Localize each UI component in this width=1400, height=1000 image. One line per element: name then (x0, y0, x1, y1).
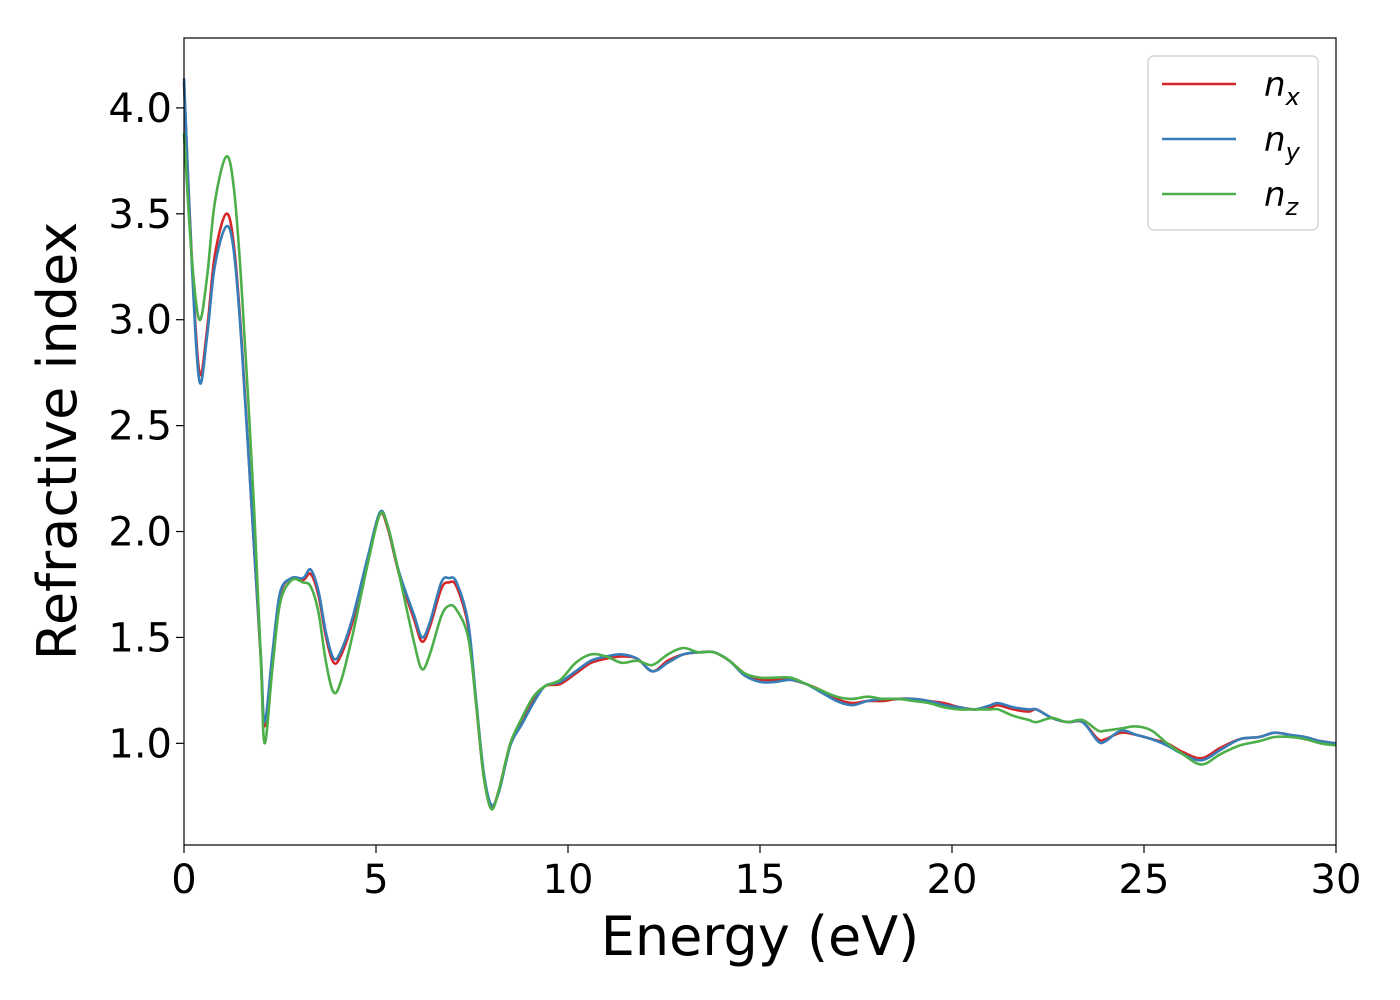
y-tick-label: 3.5 (108, 192, 172, 238)
legend-label-base: n (1264, 175, 1286, 215)
legend-box (1147, 55, 1319, 231)
y-tick-label: 3.0 (108, 298, 172, 344)
y-tick-label: 2.5 (108, 404, 172, 450)
x-tick-label: 0 (171, 857, 196, 903)
y-axis-title: Refractive index (26, 222, 89, 661)
y-tick-label: 4.0 (108, 86, 172, 132)
series-line-nz (182, 133, 1337, 811)
x-tick-label: 15 (735, 857, 786, 903)
y-tick-label: 2.0 (108, 510, 172, 556)
x-tick-label: 20 (927, 857, 978, 903)
y-tick-label: 1.5 (108, 615, 172, 661)
x-tick-label: 5 (363, 857, 388, 903)
legend-label-base: n (1264, 120, 1286, 160)
legend-label-ny: ny (1264, 120, 1301, 166)
x-axis-ticks: 0 5 10 15 20 25 30 (171, 845, 1361, 903)
legend-label-nz: nz (1264, 175, 1300, 221)
y-axis-ticks: 1.0 1.5 2.0 2.5 3.0 3.5 4.0 (108, 86, 184, 767)
y-tick-label: 1.0 (108, 721, 172, 767)
plot-background (184, 38, 1336, 845)
legend-label-subscript: z (1285, 193, 1300, 221)
series-line-ny (182, 78, 1337, 807)
x-tick-label: 30 (1311, 857, 1362, 903)
x-tick-label: 10 (543, 857, 594, 903)
x-tick-label: 25 (1119, 857, 1170, 903)
legend-label-subscript: y (1285, 138, 1301, 166)
legend-label-base: n (1264, 65, 1286, 105)
legend-label-subscript: x (1285, 83, 1301, 111)
series-layer (182, 78, 1337, 811)
legend-label-nx: nx (1264, 65, 1301, 111)
x-axis-title: Energy (eV) (601, 905, 920, 968)
